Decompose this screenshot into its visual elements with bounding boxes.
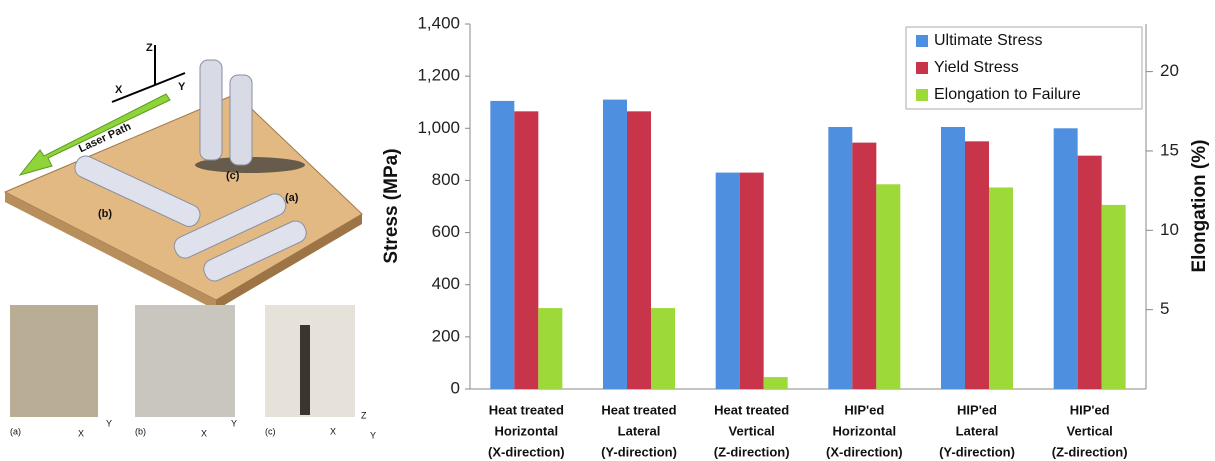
- x-tick-label: (X-direction): [488, 444, 565, 459]
- bar: [1053, 128, 1078, 390]
- bar: [989, 187, 1013, 389]
- plate-edge: [5, 192, 216, 310]
- x-tick-label: (Z-direction): [1052, 444, 1128, 459]
- y2-tick-label: 20: [1160, 61, 1179, 80]
- bar: [1077, 155, 1102, 389]
- y2-axis-label: Elongation (%): [1189, 140, 1210, 273]
- micrograph: [135, 305, 235, 417]
- specimen-label: (a): [285, 192, 299, 204]
- micrograph-label: (c): [265, 426, 276, 436]
- legend-swatch: [916, 35, 928, 47]
- specimen-photo: [300, 325, 310, 415]
- axis-label: Z: [361, 410, 367, 420]
- bar: [715, 172, 740, 389]
- specimen: [173, 193, 287, 259]
- bar: [490, 100, 515, 390]
- y-tick-label: 200: [432, 326, 460, 345]
- axis-arrow: [154, 72, 186, 86]
- x-tick-label: (Y-direction): [601, 444, 677, 459]
- y-axis-label: Stress (MPa): [381, 148, 402, 263]
- x-tick-label: (Y-direction): [939, 444, 1015, 459]
- bar: [763, 377, 788, 389]
- axis-label: Y: [106, 418, 112, 428]
- axis-label: Y: [370, 430, 376, 440]
- y-tick-label: 1,200: [417, 66, 460, 85]
- bar: [651, 308, 675, 389]
- y2-tick-label: 15: [1160, 140, 1179, 159]
- illustration: Laser Path Z X Y (c) (a) (b): [3, 42, 363, 310]
- x-tick-label: HIP'ed: [957, 402, 997, 417]
- bar: [941, 126, 965, 389]
- build-plate: [3, 93, 363, 301]
- axis-label: X: [330, 426, 336, 436]
- laser-arrow: [18, 93, 171, 176]
- legend-swatch: [916, 89, 928, 101]
- bar: [852, 142, 877, 389]
- x-tick-label: Heat treated: [489, 402, 564, 417]
- bar: [603, 99, 627, 389]
- specimen: [229, 74, 253, 166]
- x-tick-label: Heat treated: [714, 402, 789, 417]
- axis-label: Y: [178, 81, 186, 93]
- bar: [828, 126, 853, 389]
- axis-label: Z: [146, 42, 153, 54]
- legend-label: Elongation to Failure: [934, 86, 1081, 103]
- specimen-label: (b): [98, 208, 112, 220]
- micrograph-label: (a): [10, 426, 21, 436]
- specimen: [74, 155, 201, 227]
- x-tick-label: (X-direction): [826, 444, 903, 459]
- x-tick-label: Lateral: [618, 423, 661, 438]
- micrographs: (a) Y X (b) Y X (c) Z X Y: [10, 305, 376, 440]
- y-tick-label: 0: [451, 378, 460, 397]
- specimen: [199, 59, 223, 161]
- x-tick-label: Vertical: [1067, 423, 1113, 438]
- legend-box: [905, 26, 1143, 110]
- x-tick-label: HIP'ed: [1070, 402, 1110, 417]
- bar: [538, 308, 563, 389]
- axis-label: X: [115, 84, 123, 96]
- y-tick-label: 1,000: [417, 118, 460, 137]
- bar: [1101, 204, 1126, 389]
- specimen-label: (c): [226, 170, 240, 182]
- y-tick-label: 1,400: [417, 13, 460, 32]
- y2-tick-label: 5: [1160, 299, 1169, 318]
- shadow: [195, 157, 305, 173]
- micrograph-label: (b): [135, 426, 146, 436]
- x-tick-label: Horizontal: [833, 423, 897, 438]
- legend-label: Yield Stress: [934, 59, 1019, 76]
- x-tick-label: Lateral: [956, 423, 999, 438]
- axis-arrow: [111, 84, 156, 103]
- x-tick-label: Vertical: [729, 423, 775, 438]
- bar: [876, 184, 901, 389]
- y-tick-label: 400: [432, 274, 460, 293]
- bar: [627, 111, 651, 389]
- bar: [514, 111, 539, 389]
- y-tick-label: 800: [432, 170, 460, 189]
- axis-label: Y: [231, 418, 237, 428]
- legend-label: Ultimate Stress: [934, 32, 1042, 49]
- legend-swatch: [916, 62, 928, 74]
- bar: [739, 172, 764, 389]
- axis-label: X: [78, 428, 84, 438]
- x-tick-label: Heat treated: [601, 402, 676, 417]
- y-tick-label: 600: [432, 222, 460, 241]
- specimen: [203, 220, 307, 282]
- axis-label: X: [201, 428, 207, 438]
- x-tick-label: HIP'ed: [844, 402, 884, 417]
- micrograph: [10, 305, 98, 417]
- x-tick-label: Horizontal: [495, 423, 559, 438]
- x-tick-label: (Z-direction): [714, 444, 790, 459]
- y2-tick-label: 10: [1160, 220, 1179, 239]
- bar: [965, 141, 989, 389]
- plate-edge: [216, 214, 362, 310]
